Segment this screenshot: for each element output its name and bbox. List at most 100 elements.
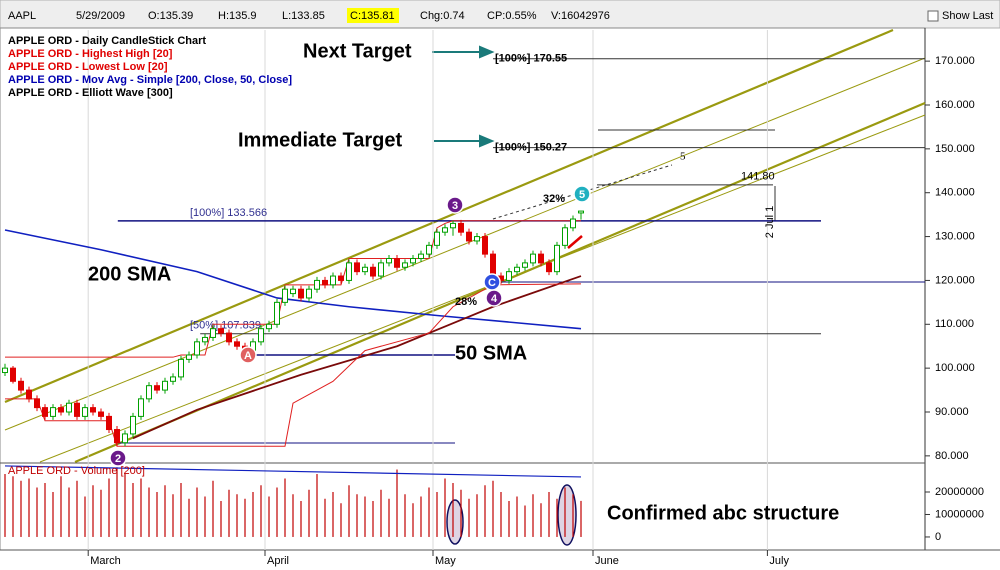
candle-body — [274, 301, 280, 325]
candle-body — [114, 429, 120, 444]
candle-body — [514, 266, 520, 273]
legend-entry: APPLE ORD - Lowest Low [20] — [8, 61, 168, 73]
candle-body — [298, 288, 304, 299]
annotation: 200 SMA — [88, 263, 171, 285]
candle-body — [98, 411, 104, 417]
candle-body — [266, 323, 272, 330]
candle-body — [426, 244, 432, 255]
candle-body — [74, 402, 80, 417]
annotation: 2 Jul 1 — [764, 206, 776, 238]
candle-body — [330, 275, 336, 286]
candle-body — [546, 262, 552, 273]
annotation: 28% — [455, 296, 477, 308]
y-tick-label: 100.000 — [935, 362, 975, 374]
channel-mid-lower — [39, 114, 926, 463]
wave-label: 2 — [115, 453, 121, 465]
x-tick-label: July — [769, 555, 789, 567]
y-tick-label: 80.000 — [935, 450, 969, 462]
candle-body — [506, 271, 512, 281]
candle-body — [378, 262, 384, 277]
level-label: 141.80 — [741, 171, 775, 183]
show-last-checkbox[interactable] — [927, 10, 939, 22]
candle-body — [178, 358, 184, 378]
x-tick-label: June — [595, 555, 619, 567]
candle-body — [290, 288, 296, 295]
candle-body — [154, 385, 160, 391]
volume-tick-label: 20000000 — [935, 486, 984, 498]
candle-body — [2, 367, 8, 374]
wave-marker — [109, 449, 127, 467]
volume-ma — [4, 465, 582, 478]
candle-body — [122, 433, 128, 444]
annotation: 50 SMA — [455, 342, 527, 364]
candle-body — [82, 407, 88, 417]
candle-body — [258, 328, 264, 343]
candle-body — [402, 262, 408, 268]
candle-body — [186, 354, 192, 360]
y-tick-label: 90.000 — [935, 406, 969, 418]
candle-body — [418, 253, 424, 259]
candle-body — [26, 389, 32, 400]
wave-label: 5 — [579, 189, 585, 201]
level-label: [100%] 150.27 — [495, 142, 567, 154]
annotation: Next Target — [303, 40, 412, 62]
y-tick-label: 130.000 — [935, 230, 975, 242]
candle-body — [162, 380, 168, 391]
candle-body — [370, 266, 376, 277]
y-tick-label: 110.000 — [935, 318, 974, 330]
candle-body — [386, 257, 392, 264]
y-tick-label: 120.000 — [935, 274, 975, 286]
volume-ellipse — [557, 484, 577, 546]
level-label: [50%] 107.839 — [190, 320, 261, 332]
level-label: [100%] 170.55 — [495, 53, 567, 65]
volume-tick-label: 0 — [935, 531, 941, 543]
y-tick-label: 160.000 — [935, 99, 975, 111]
volume-title: APPLE ORD - Volume [200] — [8, 465, 145, 477]
candle-body — [458, 222, 464, 233]
candle-body — [34, 398, 40, 409]
candle-body — [130, 415, 136, 435]
wave-marker — [239, 346, 257, 364]
candle-body — [170, 376, 176, 382]
candle-body — [442, 227, 448, 233]
annotation: 5 — [680, 151, 686, 163]
close: C:135.81 — [350, 10, 395, 22]
legend-entry: APPLE ORD - Daily CandleStick Chart — [8, 35, 206, 47]
candle-body — [234, 341, 240, 347]
low: L:133.85 — [282, 10, 325, 22]
open: O:135.39 — [148, 10, 193, 22]
candle-body — [138, 398, 144, 417]
show-last[interactable]: Show Last — [942, 10, 993, 22]
candle-body — [10, 367, 16, 382]
volume-tick-label: 10000000 — [935, 508, 984, 520]
candle-body — [50, 407, 56, 417]
indicator-line — [5, 283, 582, 447]
level-label: [100%] 133.566 — [190, 207, 267, 219]
candle-body — [58, 407, 64, 413]
candle-body — [338, 275, 344, 281]
candle-body — [322, 279, 328, 286]
high: H:135.9 — [218, 10, 257, 22]
date: 5/29/2009 — [76, 10, 125, 22]
candle-body — [450, 222, 456, 229]
volume-info: V:16042976 — [551, 10, 610, 22]
candle-body — [194, 341, 200, 356]
indicator-line — [5, 220, 581, 358]
wave-marker — [446, 196, 464, 214]
arrow-head — [479, 45, 495, 59]
legend-entry: APPLE ORD - Highest High [20] — [8, 48, 173, 60]
indicator-line — [4, 229, 582, 330]
candle-body — [394, 257, 400, 268]
y-tick-label: 140.000 — [935, 187, 975, 199]
candle-body — [18, 380, 24, 391]
candle-body — [474, 236, 480, 242]
indicator-line — [132, 275, 582, 440]
change: Chg:0.74 — [420, 10, 465, 22]
projection — [492, 164, 673, 220]
candle-body — [482, 236, 488, 255]
wave-label: A — [244, 350, 252, 362]
candle-body — [218, 328, 224, 334]
wave-label: 4 — [491, 293, 498, 305]
candle-body — [554, 244, 560, 273]
